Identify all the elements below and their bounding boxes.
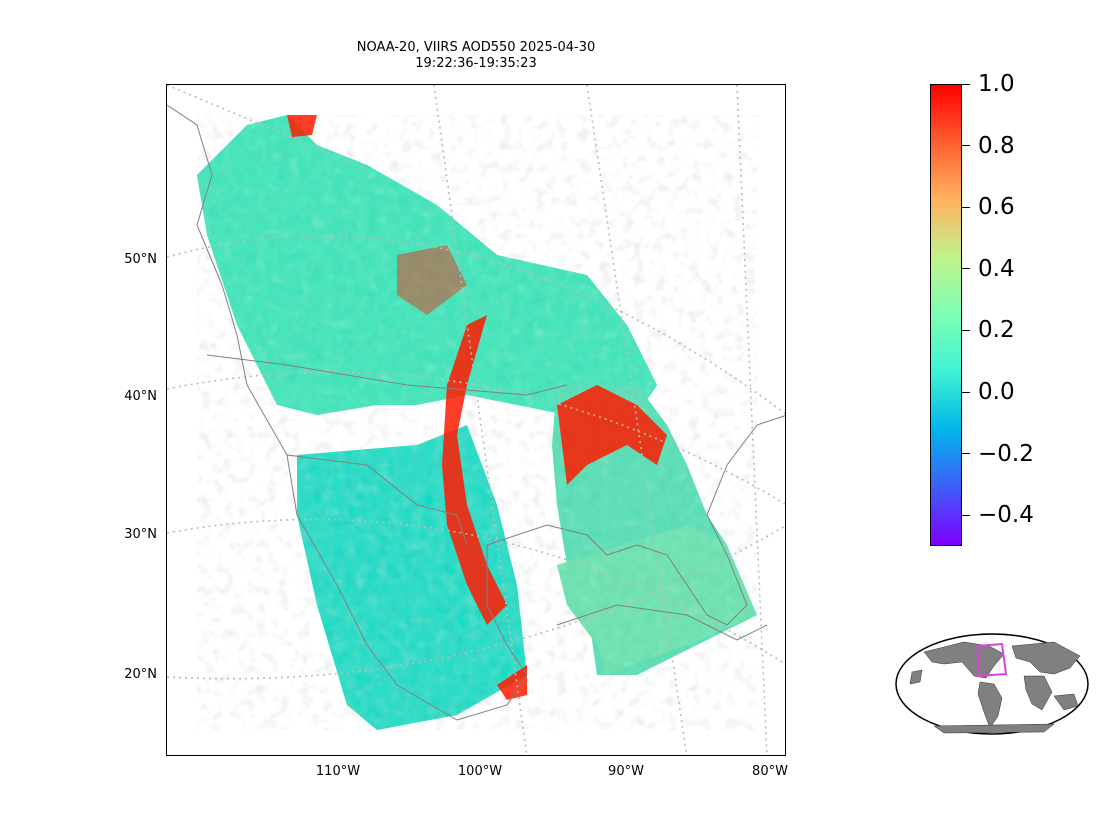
lat-label-40: 40°N xyxy=(124,389,157,404)
map-panel xyxy=(166,84,786,756)
lon-label-80w: 80°W xyxy=(752,764,788,779)
colorbar-tick-label: 1.0 xyxy=(978,71,1015,97)
chart-title-line1: NOAA-20, VIIRS AOD550 2025-04-30 xyxy=(356,40,596,55)
colorbar-tick xyxy=(962,206,970,208)
colorbar-tick xyxy=(962,453,970,455)
graticule xyxy=(167,85,785,755)
globe-locator-inset xyxy=(895,633,1089,735)
colorbar-tick xyxy=(962,145,970,147)
colorbar-tick-label: 0.4 xyxy=(978,255,1015,282)
colorbar-tick-label: 0.8 xyxy=(978,132,1015,159)
colorbar-tick xyxy=(962,268,970,270)
colorbar-tick-label: −0.4 xyxy=(978,502,1034,529)
globe-region-box xyxy=(977,642,1008,678)
colorbar-tick-label: 0.0 xyxy=(978,379,1015,405)
colorbar-tick-label: −0.2 xyxy=(978,440,1034,467)
colorbar-tick-label: 0.6 xyxy=(978,194,1015,221)
colorbar-tick xyxy=(962,391,970,393)
globe-land xyxy=(909,641,1081,734)
coastlines xyxy=(167,104,785,721)
colorbar-tick-label: 0.2 xyxy=(978,317,1015,344)
aod-swath xyxy=(197,115,757,730)
lat-label-20: 20°N xyxy=(124,667,157,682)
lat-label-30: 30°N xyxy=(124,527,157,542)
colorbar-tick xyxy=(962,329,970,331)
colorbar-tick xyxy=(962,83,970,85)
colorbar-tick xyxy=(962,514,970,516)
lon-label-110w: 110°W xyxy=(315,764,361,779)
lon-label-100w: 100°W xyxy=(457,764,503,779)
colorbar xyxy=(930,84,962,546)
map-canvas xyxy=(167,85,785,755)
lat-label-50: 50°N xyxy=(124,252,157,267)
lon-label-90w: 90°W xyxy=(608,764,644,779)
high-aod-regions xyxy=(287,115,667,700)
chart-title-line2: 19:22:36-19:35:23 xyxy=(415,56,537,71)
